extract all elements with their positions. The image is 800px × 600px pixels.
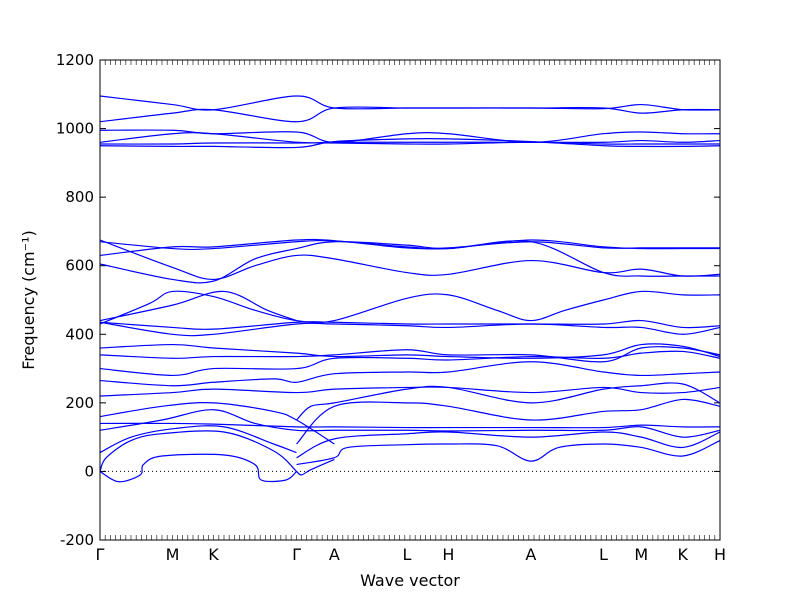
y-tick-label: 0 bbox=[84, 462, 94, 480]
x-tick-label: L bbox=[402, 545, 411, 564]
x-tick-label: Γ bbox=[96, 545, 105, 564]
y-tick-label: 800 bbox=[65, 188, 94, 206]
series-group bbox=[99, 95, 721, 483]
phonon-branch-line bbox=[296, 382, 721, 421]
x-tick-label: A bbox=[329, 545, 340, 564]
y-axis-label: Frequency (cm⁻¹) bbox=[19, 230, 38, 369]
x-tick-label: H bbox=[442, 545, 454, 564]
phonon-branch-line bbox=[99, 409, 721, 438]
phonon-branch-line bbox=[99, 386, 721, 397]
phonon-branch-line bbox=[99, 346, 721, 363]
phonon-branch-line bbox=[296, 440, 721, 466]
phonon-branch-line bbox=[99, 290, 297, 322]
y-tick-label: 400 bbox=[65, 325, 94, 343]
phonon-branch-line bbox=[99, 239, 721, 281]
x-tick-label: K bbox=[208, 545, 219, 564]
y-tick-label: 600 bbox=[65, 257, 94, 275]
phonon-branch-line bbox=[99, 430, 297, 472]
phonon-branch-line bbox=[99, 137, 721, 149]
x-tick-label: M bbox=[634, 545, 648, 564]
phonon-branch-line bbox=[99, 129, 721, 143]
y-tick-label: 1000 bbox=[56, 120, 94, 138]
phonon-branch-line bbox=[99, 238, 720, 257]
x-tick-label: H bbox=[714, 545, 726, 564]
phonon-branch-line bbox=[296, 398, 721, 445]
phonon-branch-line bbox=[99, 290, 721, 325]
phonon-branch-line bbox=[296, 458, 335, 476]
phonon-branch-line bbox=[99, 361, 721, 387]
phonon-branch-line bbox=[99, 350, 721, 377]
y-tick-label: -200 bbox=[60, 531, 94, 549]
x-tick-label: A bbox=[525, 545, 536, 564]
y-tick-label: 1200 bbox=[56, 51, 94, 69]
x-tick-label: M bbox=[166, 545, 180, 564]
plot-frame bbox=[99, 59, 721, 541]
axis-ticks bbox=[99, 59, 721, 541]
phonon-branch-line bbox=[99, 343, 721, 359]
phonon-branch-line bbox=[99, 240, 720, 284]
phonon-branch-line bbox=[296, 431, 721, 459]
phonon-branch-line bbox=[99, 321, 721, 337]
y-tick-labels: -200 0 200 400 600 800 1000 1200 bbox=[56, 51, 94, 549]
phonon-branch-line bbox=[99, 425, 297, 454]
y-tick-label: 200 bbox=[65, 394, 94, 412]
x-tick-label: Γ bbox=[292, 545, 301, 564]
x-tick-label: K bbox=[678, 545, 689, 564]
x-tick-label: L bbox=[599, 545, 608, 564]
phonon-branch-line bbox=[99, 422, 721, 429]
phonon-branch-line bbox=[99, 453, 297, 483]
phonon-branch-line bbox=[99, 319, 721, 330]
phonon-branch-line bbox=[99, 132, 721, 144]
phonon-branch-line bbox=[99, 106, 721, 123]
phonon-branch-line bbox=[99, 402, 335, 445]
phonon-branch-line bbox=[99, 141, 720, 145]
x-axis-label: Wave vector bbox=[360, 571, 460, 590]
